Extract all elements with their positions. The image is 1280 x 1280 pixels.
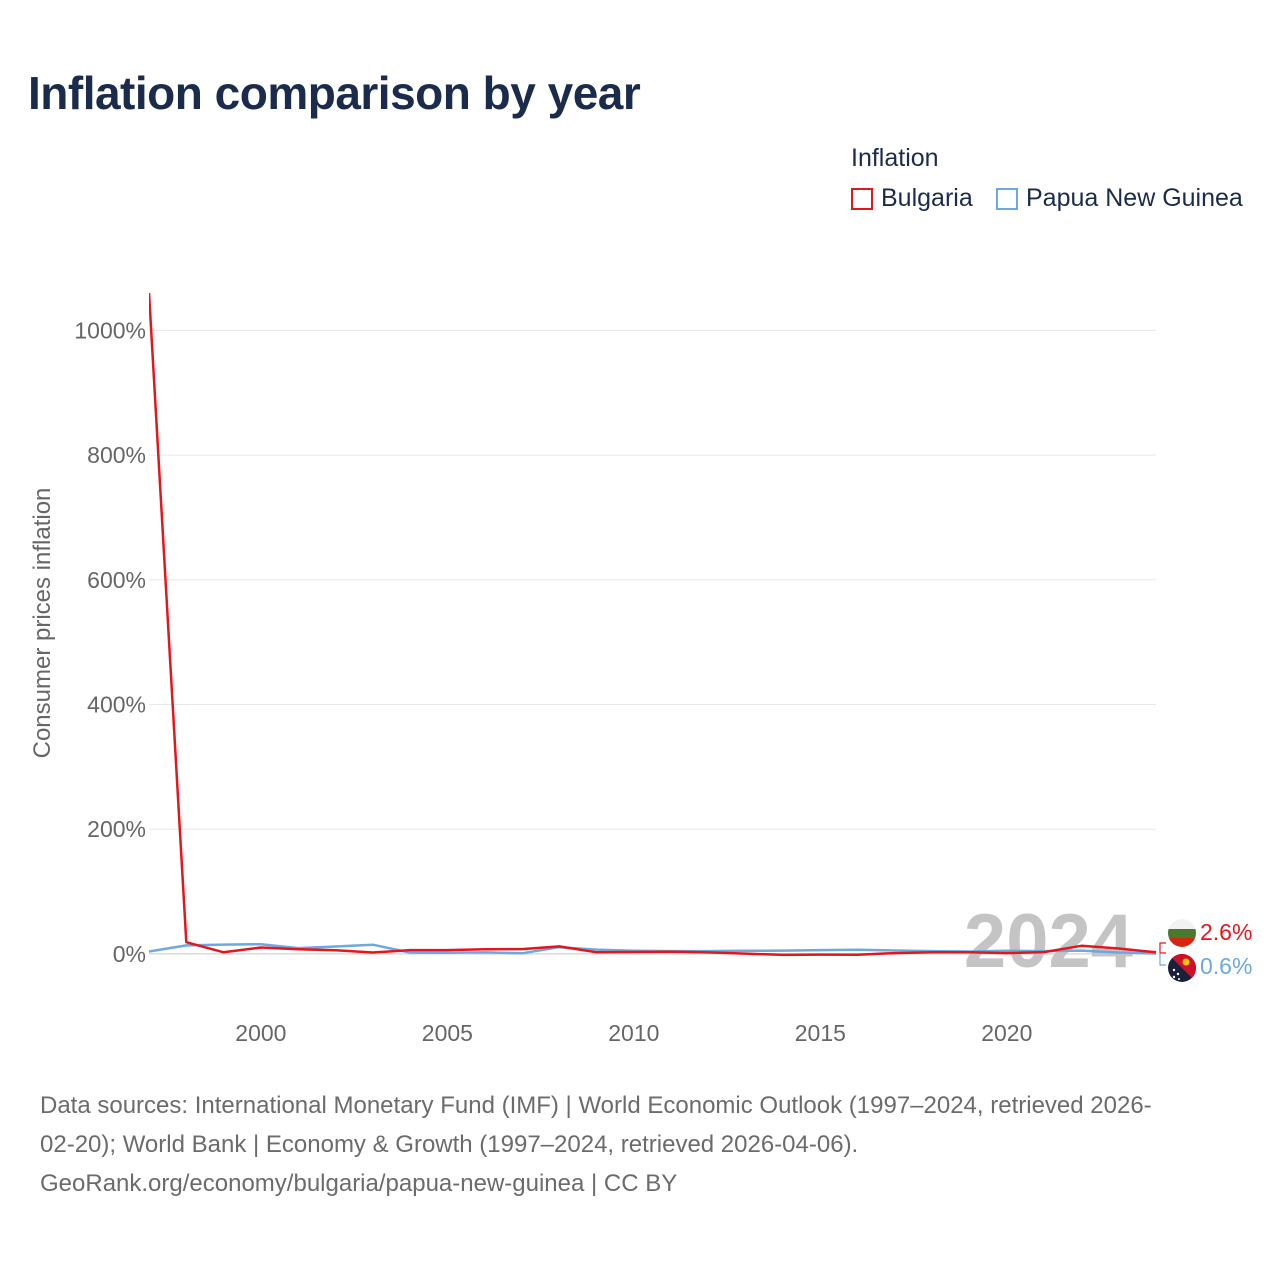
y-tick-label: 0% — [113, 941, 146, 967]
source-line-2: 02-20); World Bank | Economy & Growth (1… — [40, 1131, 859, 1158]
legend-swatch-bulgaria — [851, 187, 873, 210]
y-tick-label: 400% — [87, 691, 146, 717]
chart-title: Inflation comparison by year — [28, 67, 641, 119]
y-axis-label: Consumer prices inflation — [29, 488, 56, 759]
x-tick-label: 2015 — [795, 1020, 846, 1046]
x-tick-label: 2020 — [981, 1020, 1032, 1046]
x-tick-label: 2005 — [422, 1020, 473, 1046]
end-markers: 2.6% 0.6% — [1159, 919, 1252, 982]
source-line-1: Data sources: International Monetary Fun… — [40, 1092, 1152, 1119]
y-axis-ticks: 0% 200% 400% 600% 800% 1000% — [74, 317, 146, 966]
y-tick-label: 800% — [87, 442, 146, 468]
png-end-value: 0.6% — [1200, 953, 1252, 979]
bulgaria-end-value: 2.6% — [1200, 919, 1252, 945]
source-line-3: GeoRank.org/economy/bulgaria/papua-new-g… — [40, 1170, 678, 1197]
png-end-connector — [1159, 953, 1166, 966]
x-tick-label: 2000 — [235, 1020, 286, 1046]
legend-item-bulgaria[interactable]: Bulgaria — [851, 184, 973, 213]
x-axis-ticks: 2000 2005 2010 2015 2020 — [235, 1020, 1032, 1046]
y-tick-label: 1000% — [74, 317, 146, 343]
year-watermark: 2024 — [964, 899, 1133, 984]
legend-item-papua-new-guinea[interactable]: Papua New Guinea — [996, 184, 1243, 213]
source-note: Data sources: International Monetary Fun… — [40, 1086, 1245, 1203]
chart-area: 0% 200% 400% 600% 800% 1000% 2000 2005 2010 2015… — [29, 292, 1252, 1046]
y-tick-label: 600% — [87, 567, 146, 593]
legend-label-papua-new-guinea: Papua New Guinea — [1026, 184, 1243, 212]
grid-lines — [149, 329, 1156, 955]
bulgaria-flag-icon — [1168, 919, 1196, 947]
series-line-bulgaria[interactable] — [149, 292, 1157, 957]
legend-title: Inflation — [851, 144, 939, 172]
papua-new-guinea-flag-icon — [1168, 954, 1196, 982]
x-tick-label: 2010 — [608, 1020, 659, 1046]
bulgaria-end-connector — [1159, 942, 1166, 954]
legend-swatch-papua-new-guinea — [996, 187, 1018, 210]
y-tick-label: 200% — [87, 816, 146, 842]
series-lines — [149, 292, 1157, 957]
legend-label-bulgaria: Bulgaria — [881, 184, 973, 212]
